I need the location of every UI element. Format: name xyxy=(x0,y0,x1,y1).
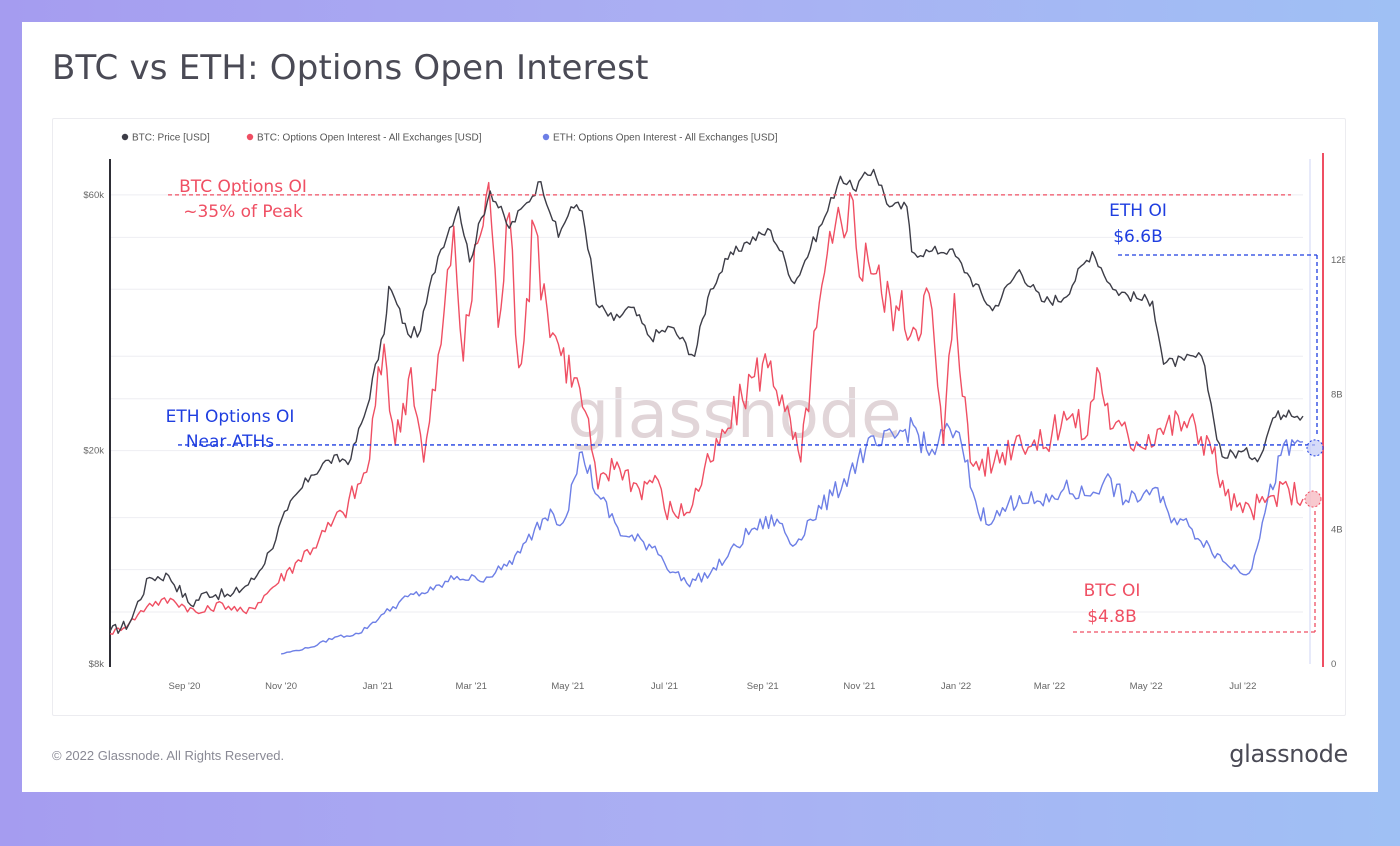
footer-copyright: © 2022 Glassnode. All Rights Reserved. xyxy=(52,748,285,763)
x-tick-label: Jul '22 xyxy=(1229,681,1256,692)
x-tick-label: Nov '21 xyxy=(843,681,875,692)
x-tick-label: Nov '20 xyxy=(265,681,297,692)
legend-label: ETH: Options Open Interest - All Exchang… xyxy=(553,133,778,144)
btc-oi-line xyxy=(109,181,1304,635)
y-right-tick-label: 12B xyxy=(1331,255,1345,266)
x-tick-label: May '22 xyxy=(1130,681,1163,692)
x-tick-label: Sep '21 xyxy=(747,681,779,692)
card: BTC vs ETH: Options Open Interest glassn… xyxy=(22,22,1378,792)
btc-oi-endpoint-marker xyxy=(1304,490,1322,508)
x-tick-label: Jan '21 xyxy=(363,681,393,692)
x-tick-label: Jan '22 xyxy=(941,681,971,692)
eth-oi-line xyxy=(280,417,1304,655)
legend-label: BTC: Price [USD] xyxy=(132,133,210,144)
x-tick-label: Sep '20 xyxy=(168,681,200,692)
glassnode-logo[interactable]: glassnode xyxy=(1229,740,1348,768)
x-tick-label: Mar '21 xyxy=(456,681,487,692)
page-title: BTC vs ETH: Options Open Interest xyxy=(52,48,649,88)
eth-oi-annotation-line-2: $6.6B xyxy=(1113,227,1163,247)
eth-options-oi-annotation-line-2: Near ATHs xyxy=(186,432,274,452)
btc-price-line xyxy=(109,168,1304,634)
y-left-tick-label: $20k xyxy=(83,446,104,457)
y-right-tick-label: 8B xyxy=(1331,390,1343,401)
legend-marker xyxy=(246,133,254,141)
eth-oi-endpoint-marker xyxy=(1306,439,1324,457)
watermark: glassnode xyxy=(567,376,901,453)
chart-frame: glassnode $8k $20k $60k 0 4B 8B 12B Sep '20 Nov '… xyxy=(52,118,1346,716)
x-tick-label: Mar '22 xyxy=(1034,681,1065,692)
legend-label: BTC: Options Open Interest - All Exchang… xyxy=(257,133,482,144)
x-tick-label: May '21 xyxy=(551,681,584,692)
y-left-tick-label: $60k xyxy=(83,190,104,201)
legend-marker xyxy=(121,133,129,141)
y-right-tick-label: 0 xyxy=(1331,659,1336,670)
y-left-tick-label: $8k xyxy=(89,659,105,670)
btc-oi-annotation-line-1: BTC OI xyxy=(1084,581,1141,601)
eth-oi-annotation-line-1: ETH OI xyxy=(1109,201,1167,221)
btc-options-oi-annotation-line-2: ~35% of Peak xyxy=(183,202,303,222)
btc-oi-annotation-line-2: $4.8B xyxy=(1087,607,1137,627)
legend-marker xyxy=(542,133,550,141)
eth-options-oi-annotation-line-1: ETH Options OI xyxy=(166,407,295,427)
chart-svg: glassnode $8k $20k $60k 0 4B 8B 12B Sep '20 Nov '… xyxy=(83,133,1345,693)
x-tick-label: Jul '21 xyxy=(651,681,678,692)
btc-options-oi-annotation-line-1: BTC Options OI xyxy=(179,177,307,197)
y-right-tick-label: 4B xyxy=(1331,524,1343,535)
